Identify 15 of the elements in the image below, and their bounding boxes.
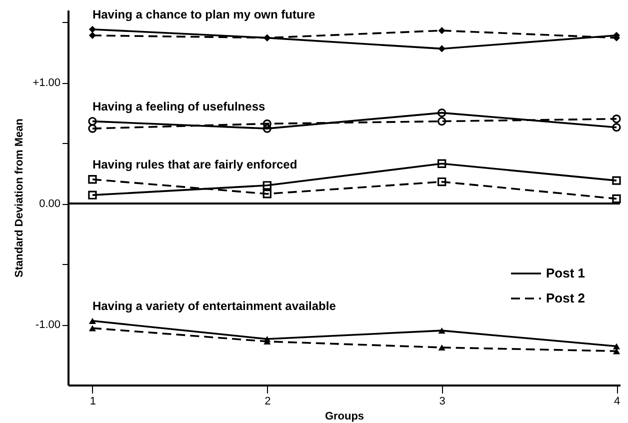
annotation: Having a chance to plan my own future (92, 7, 316, 22)
x-tick-label: 4 (614, 396, 620, 408)
y-tick-label: -1.00 (35, 319, 60, 332)
legend-label: Post 1 (546, 266, 586, 280)
x-tick-label: 3 (439, 396, 446, 408)
legend-label: Post 2 (546, 290, 586, 306)
y-tick-label: +1.00 (32, 77, 60, 90)
annotation: Having a feeling of usefulness (92, 99, 266, 114)
x-tick-label: 2 (264, 396, 271, 408)
y-axis-title: Standard Deviation from Mean (14, 118, 26, 278)
x-axis-title: Groups (324, 410, 364, 422)
annotation: Having rules that are fairly enforced (92, 157, 298, 172)
annotation: Having a variety of entertainment available (92, 298, 336, 313)
y-tick-label: 0.00 (39, 198, 60, 210)
x-tick-label: 1 (90, 396, 96, 408)
